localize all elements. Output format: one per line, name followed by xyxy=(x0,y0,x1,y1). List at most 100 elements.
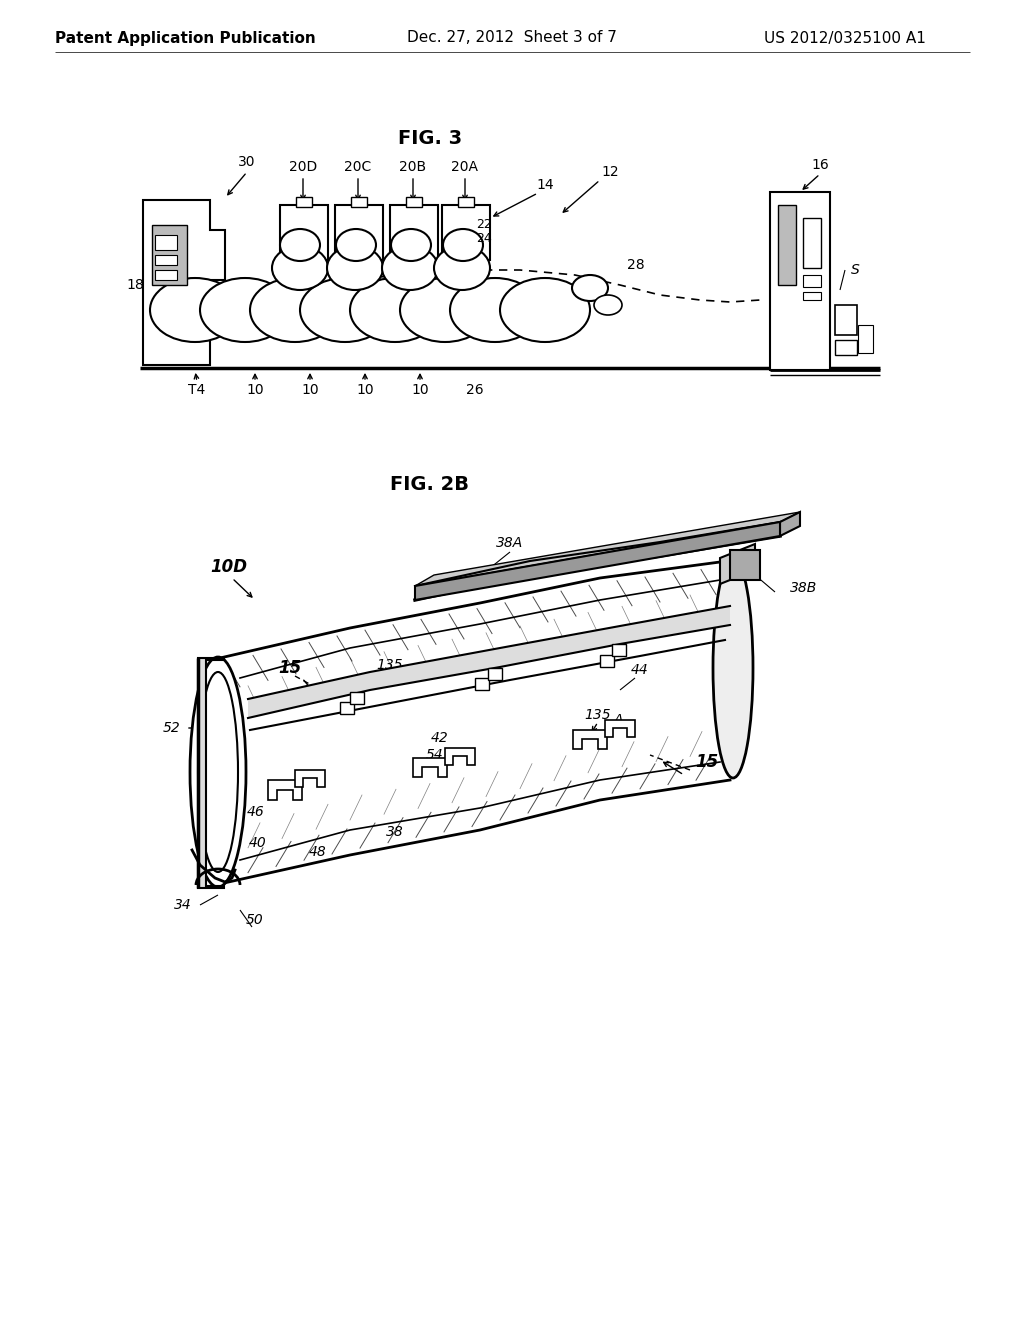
Ellipse shape xyxy=(391,228,431,261)
Bar xyxy=(803,275,821,286)
Bar xyxy=(390,205,438,260)
Ellipse shape xyxy=(350,279,440,342)
Text: 48: 48 xyxy=(309,845,327,859)
Text: 10: 10 xyxy=(301,383,318,397)
Text: 10: 10 xyxy=(412,383,429,397)
Bar xyxy=(406,197,422,207)
Text: 20A: 20A xyxy=(452,160,478,174)
Text: 38B: 38B xyxy=(790,581,817,595)
Ellipse shape xyxy=(300,279,390,342)
Text: 135: 135 xyxy=(585,708,611,722)
Bar xyxy=(442,205,490,260)
Text: 34: 34 xyxy=(174,898,193,912)
Bar xyxy=(458,197,474,207)
Polygon shape xyxy=(198,657,224,888)
Text: 10D: 10D xyxy=(210,558,247,576)
Text: 28: 28 xyxy=(627,257,645,272)
Text: 10: 10 xyxy=(356,383,374,397)
Ellipse shape xyxy=(450,279,540,342)
Polygon shape xyxy=(780,512,800,536)
Ellipse shape xyxy=(200,279,290,342)
Bar xyxy=(475,678,489,690)
Bar xyxy=(152,224,187,285)
Bar xyxy=(803,218,821,268)
Bar xyxy=(340,702,354,714)
Text: T4: T4 xyxy=(188,383,206,397)
Ellipse shape xyxy=(190,657,246,887)
Text: 18: 18 xyxy=(126,279,144,292)
Text: 12: 12 xyxy=(601,165,618,180)
Text: US 2012/0325100 A1: US 2012/0325100 A1 xyxy=(764,30,926,45)
Polygon shape xyxy=(605,719,635,737)
Text: 30: 30 xyxy=(239,154,256,169)
Ellipse shape xyxy=(198,672,238,873)
Polygon shape xyxy=(413,758,447,777)
Text: FIG. 2B: FIG. 2B xyxy=(390,474,469,494)
Text: 24: 24 xyxy=(476,231,492,244)
Ellipse shape xyxy=(336,228,376,261)
Bar xyxy=(612,644,626,656)
Ellipse shape xyxy=(327,246,383,290)
Text: 15: 15 xyxy=(695,752,718,771)
Bar xyxy=(351,197,367,207)
Bar xyxy=(600,655,614,667)
Ellipse shape xyxy=(594,294,622,315)
Ellipse shape xyxy=(434,246,490,290)
Bar xyxy=(488,668,502,680)
Text: 40: 40 xyxy=(249,836,267,850)
Bar xyxy=(350,692,364,704)
Bar xyxy=(155,255,177,265)
Polygon shape xyxy=(500,626,620,667)
Bar xyxy=(280,205,328,260)
Text: 38A: 38A xyxy=(497,536,523,550)
Ellipse shape xyxy=(443,228,483,261)
Text: Dec. 27, 2012  Sheet 3 of 7: Dec. 27, 2012 Sheet 3 of 7 xyxy=(408,30,616,45)
Bar xyxy=(296,197,312,207)
Bar xyxy=(835,341,857,355)
Text: S: S xyxy=(851,263,859,277)
Text: 14: 14 xyxy=(537,178,554,191)
Text: 15: 15 xyxy=(279,659,302,677)
Ellipse shape xyxy=(713,558,753,777)
Ellipse shape xyxy=(250,279,340,342)
Bar xyxy=(835,305,857,335)
Text: Patent Application Publication: Patent Application Publication xyxy=(54,30,315,45)
Ellipse shape xyxy=(272,246,328,290)
Polygon shape xyxy=(370,648,500,690)
Bar xyxy=(730,550,760,579)
Ellipse shape xyxy=(400,279,490,342)
Text: FIG. 3: FIG. 3 xyxy=(398,128,462,148)
Text: 44: 44 xyxy=(631,663,649,677)
Text: 46: 46 xyxy=(247,805,265,818)
Polygon shape xyxy=(720,544,755,583)
Polygon shape xyxy=(573,730,607,748)
Text: 22: 22 xyxy=(476,218,492,231)
Polygon shape xyxy=(415,521,780,601)
Bar xyxy=(803,292,821,300)
Text: 52: 52 xyxy=(162,721,180,735)
Polygon shape xyxy=(268,780,302,800)
Text: 135: 135 xyxy=(377,657,403,672)
Ellipse shape xyxy=(500,279,590,342)
Bar xyxy=(155,271,177,280)
Bar xyxy=(858,325,873,352)
Bar xyxy=(335,205,383,260)
Bar xyxy=(778,205,796,285)
Ellipse shape xyxy=(572,275,608,301)
Polygon shape xyxy=(143,201,225,366)
Polygon shape xyxy=(248,672,370,718)
Text: 20B: 20B xyxy=(399,160,427,174)
Text: 42: 42 xyxy=(431,731,449,744)
Polygon shape xyxy=(415,512,800,586)
Ellipse shape xyxy=(382,246,438,290)
Bar xyxy=(155,235,177,249)
Text: 26: 26 xyxy=(466,383,483,397)
Polygon shape xyxy=(445,748,475,766)
Ellipse shape xyxy=(280,228,319,261)
Polygon shape xyxy=(295,770,325,787)
Text: 20C: 20C xyxy=(344,160,372,174)
Text: A: A xyxy=(613,713,623,727)
Polygon shape xyxy=(620,606,730,644)
Text: 20D: 20D xyxy=(289,160,317,174)
Text: 16: 16 xyxy=(811,158,828,172)
